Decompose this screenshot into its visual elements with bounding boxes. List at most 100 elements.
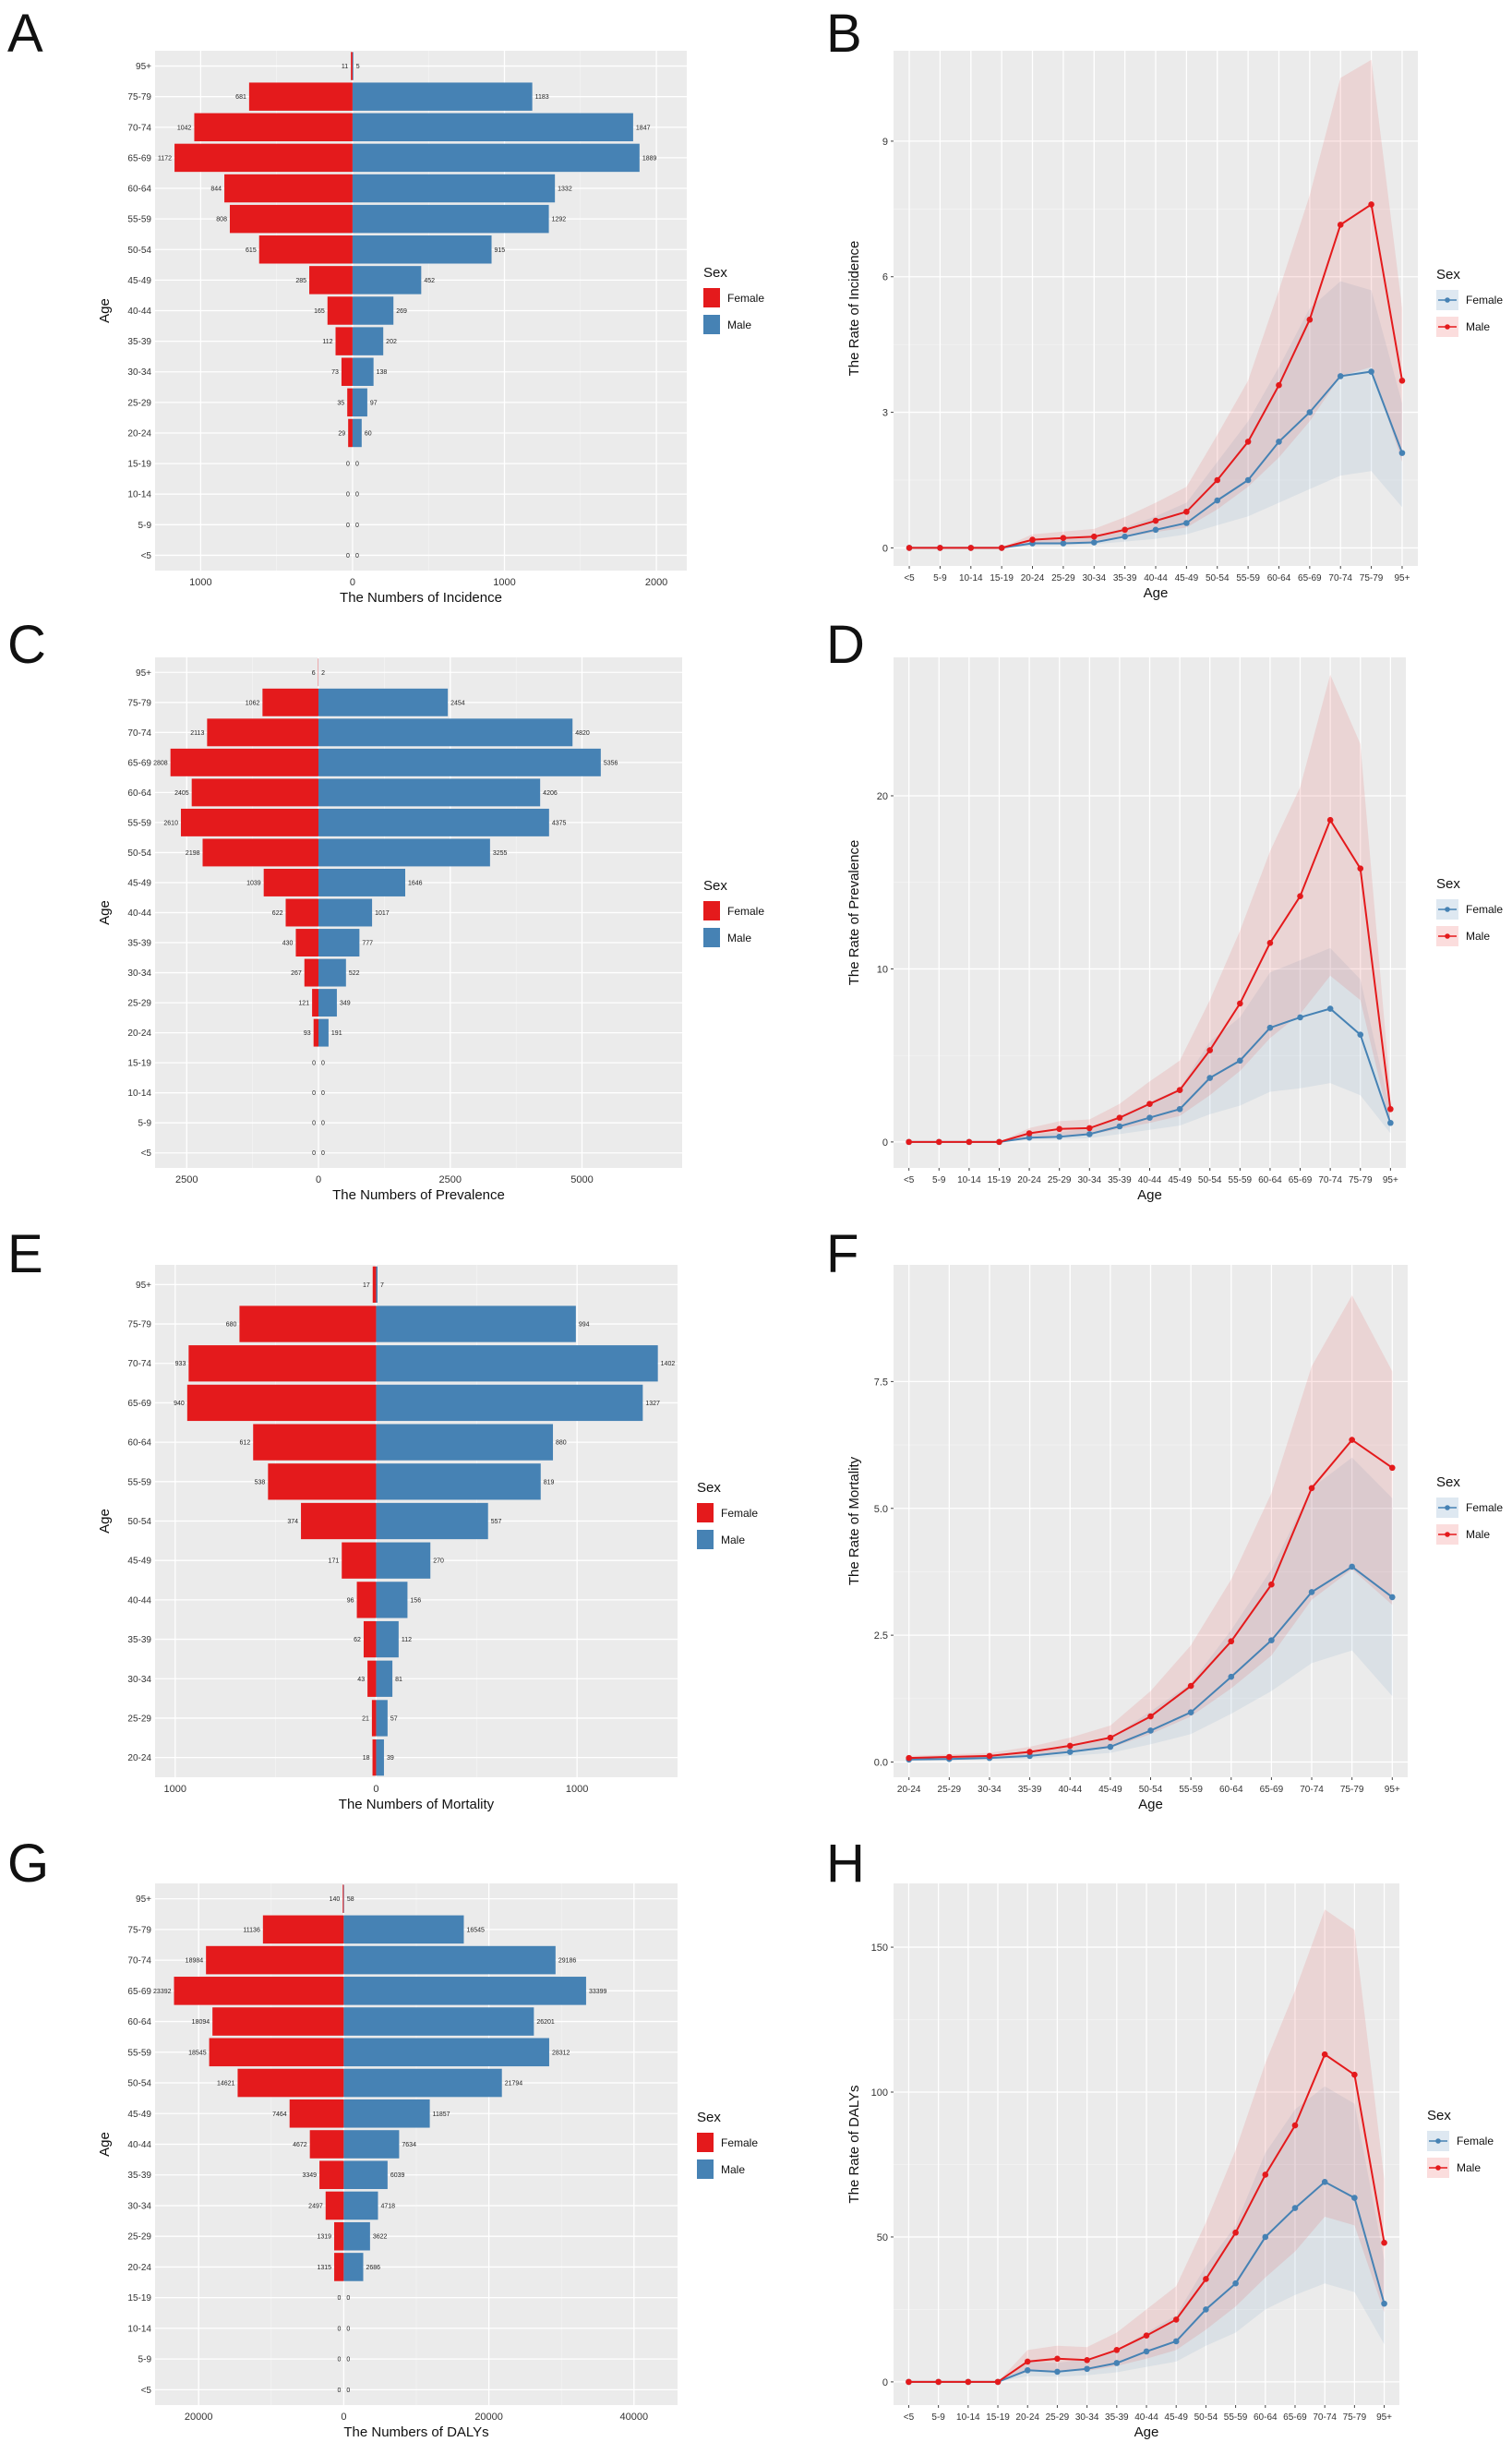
data-label-female: 0 xyxy=(346,462,350,468)
pyramid-chart-e: 1000 0 1000 95+ 75-79 70-74 65-69 60-64 55-59 50-… xyxy=(97,1265,758,1812)
data-point-male xyxy=(935,1138,942,1146)
bar-female xyxy=(212,2007,344,2036)
x-axis-title: The Numbers of DALYs xyxy=(343,2424,488,2440)
bar-male xyxy=(376,1582,408,1618)
x-tick-label: 45-49 xyxy=(1175,573,1199,583)
ci-ribbon-female xyxy=(908,947,1391,1142)
data-point-female xyxy=(1268,1637,1275,1643)
x-tick-label: 1000 xyxy=(566,1784,588,1795)
y-tick-label: 20-24 xyxy=(127,2263,151,2273)
data-label-female: 0 xyxy=(337,2326,341,2332)
data-point-female xyxy=(1262,2233,1269,2241)
bar-male xyxy=(318,898,373,927)
y-axis-title: The Rate of Prevalence xyxy=(846,840,862,986)
data-label-male: 39 xyxy=(387,1755,394,1762)
data-label-female: 933 xyxy=(175,1361,186,1367)
y-tick-label: 75-79 xyxy=(127,698,151,708)
panel-letter: H xyxy=(826,1834,865,1894)
bar-female xyxy=(342,1884,344,1913)
data-label-male: 1332 xyxy=(558,186,572,193)
data-label-female: 140 xyxy=(330,1896,341,1903)
data-point-male xyxy=(1024,2358,1031,2365)
data-label-female: 18094 xyxy=(192,2019,210,2026)
legend-swatch-male xyxy=(703,928,720,947)
y-tick-label: 0 xyxy=(882,2377,888,2388)
legend: Sex Female Male xyxy=(1436,1474,1503,1545)
bar-female xyxy=(253,1424,377,1461)
data-point-female xyxy=(1107,1743,1114,1750)
y-tick-label: 0 xyxy=(882,1137,888,1149)
bar-female xyxy=(295,929,319,956)
data-point-male xyxy=(1349,1437,1355,1443)
data-point-female xyxy=(1337,373,1344,379)
legend-label-male: Male xyxy=(1466,1528,1490,1541)
y-tick-label: 10 xyxy=(877,964,888,975)
data-label-male: 156 xyxy=(410,1597,421,1604)
bar-male xyxy=(343,2160,388,2190)
bar-male xyxy=(352,418,362,448)
x-tick-label: 75-79 xyxy=(1349,1175,1373,1185)
data-label-female: 17 xyxy=(363,1282,370,1289)
legend: Sex Female Male xyxy=(1436,876,1503,946)
data-point-male xyxy=(1152,517,1159,524)
data-point-male xyxy=(946,1753,953,1761)
ci-ribbon-female xyxy=(908,1457,1393,1761)
bar-male xyxy=(352,52,354,80)
data-point-male xyxy=(1203,2276,1209,2282)
bar-male xyxy=(352,113,633,142)
y-tick-label: 20-24 xyxy=(127,1029,151,1039)
data-label-male: 994 xyxy=(579,1322,590,1329)
bar-female xyxy=(206,1945,344,1975)
pyramid-chart-a: 1000 0 1000 2000 95+ 75-79 70-74 65-69 60-64 55-5… xyxy=(97,51,764,606)
data-point-male xyxy=(996,1138,1002,1146)
data-label-female: 0 xyxy=(346,492,350,499)
y-tick-label: 50-54 xyxy=(127,848,151,859)
data-label-female: 2198 xyxy=(186,850,200,857)
bar-male xyxy=(352,143,640,173)
y-tick-label: 100 xyxy=(871,2087,888,2099)
legend-point-male xyxy=(1445,933,1450,939)
x-tick-label: 30-34 xyxy=(978,1785,1002,1795)
legend-swatch-female xyxy=(703,288,720,307)
x-tick-label: 15-19 xyxy=(990,573,1014,583)
data-label-male: 1183 xyxy=(535,94,549,101)
bar-female xyxy=(327,296,353,325)
x-tick-label: 50-54 xyxy=(1206,573,1230,583)
data-point-male xyxy=(935,2378,942,2386)
data-label-male: 270 xyxy=(433,1558,444,1565)
data-point-male xyxy=(1398,378,1406,384)
data-point-female xyxy=(1228,1673,1235,1680)
x-tick-label: 30-34 xyxy=(1082,573,1106,583)
data-point-female xyxy=(1387,1119,1394,1126)
x-tick-label: 10-14 xyxy=(957,1175,981,1185)
data-label-female: 3349 xyxy=(302,2172,317,2179)
data-label-male: 0 xyxy=(321,1121,325,1127)
bar-female xyxy=(180,808,319,836)
x-tick-label: 35-39 xyxy=(1108,1175,1132,1185)
bar-female xyxy=(174,1977,344,2005)
data-point-female xyxy=(1398,450,1406,456)
data-label-female: 1042 xyxy=(177,125,192,131)
x-tick-label: 40-44 xyxy=(1058,1785,1082,1795)
bar-male xyxy=(352,174,556,203)
x-tick-label: 75-79 xyxy=(1343,2412,1367,2423)
data-point-female xyxy=(1291,2205,1299,2211)
data-point-male xyxy=(1206,1047,1214,1053)
legend-label-male: Male xyxy=(1457,2161,1481,2174)
bar-male xyxy=(318,838,490,867)
legend-title: Sex xyxy=(1427,2108,1451,2123)
bar-female xyxy=(319,2160,344,2190)
data-label-female: 940 xyxy=(174,1401,185,1407)
data-point-male xyxy=(1116,1114,1123,1121)
data-label-female: 93 xyxy=(304,1030,311,1037)
line-chart-f: 0.0 2.5 5.0 7.5 20-24 25-29 30-34 35-39 40-44 45-… xyxy=(846,1265,1503,1812)
x-tick-label: 25-29 xyxy=(1051,573,1075,583)
data-label-male: 138 xyxy=(377,369,388,376)
data-point-male xyxy=(966,1138,973,1146)
bar-female xyxy=(285,898,319,927)
legend-label-male: Male xyxy=(727,319,751,331)
x-tick-label: 95+ xyxy=(1383,1175,1398,1185)
y-axis-title: Age xyxy=(97,900,113,925)
data-label-female: 29 xyxy=(338,430,345,437)
